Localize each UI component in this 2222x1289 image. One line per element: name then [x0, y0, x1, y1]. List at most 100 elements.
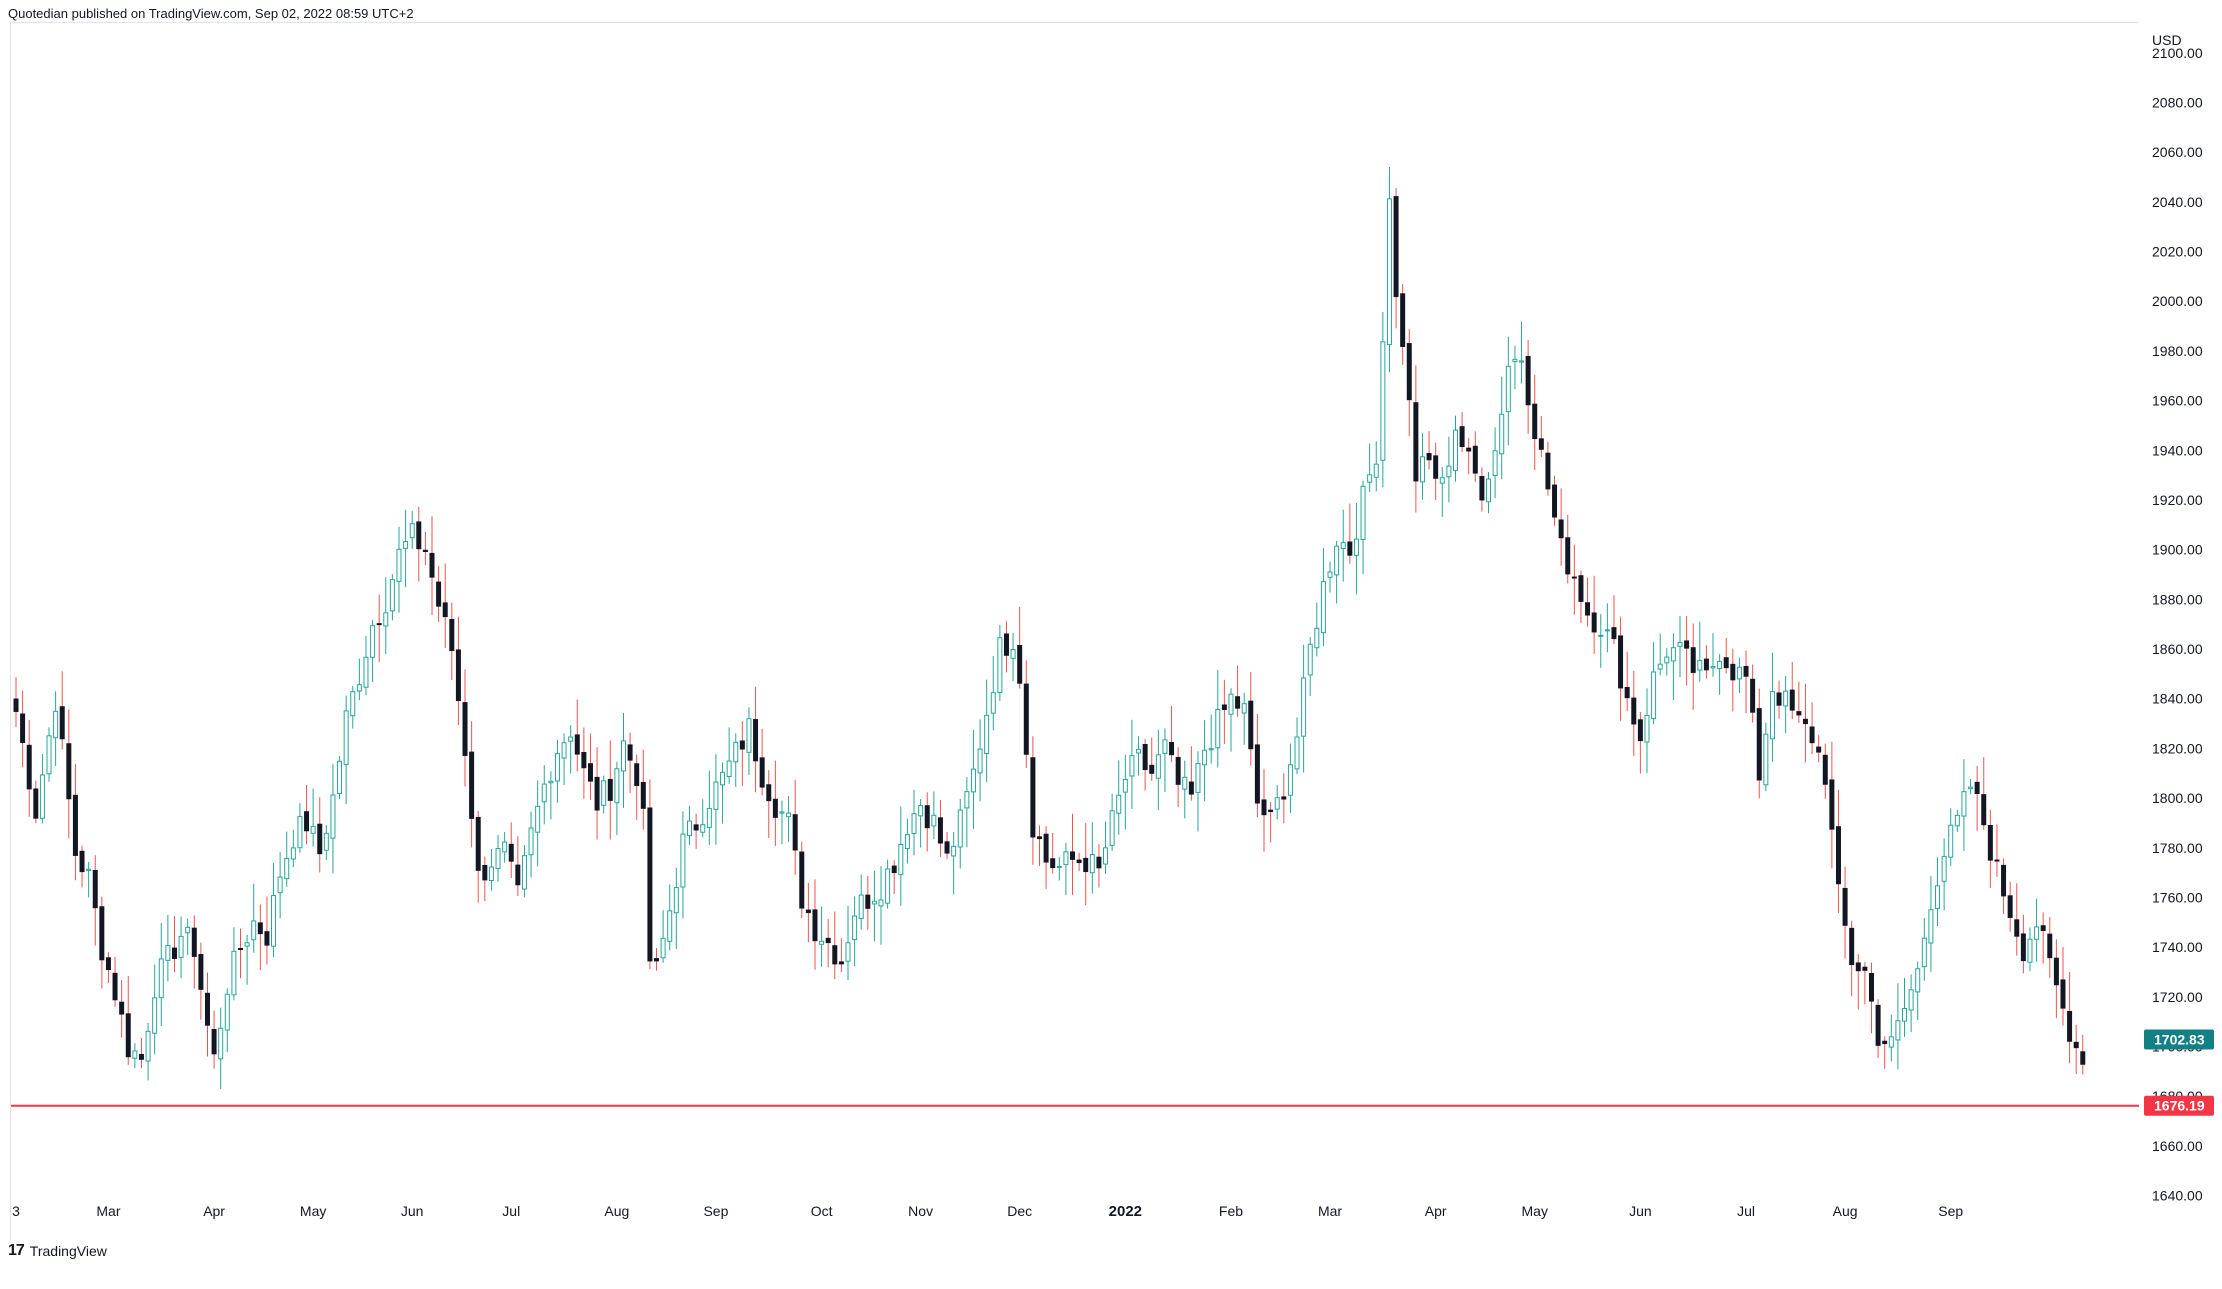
candle-body [825, 937, 831, 944]
candle-body [396, 548, 402, 582]
candle-body [521, 855, 527, 890]
candle-body [1307, 643, 1313, 676]
y-tick-label: 2040.00 [2152, 194, 2203, 210]
candle-body [1538, 438, 1544, 450]
candle-body [191, 927, 197, 957]
candle-body [997, 637, 1003, 694]
candle-body [891, 865, 897, 874]
chart-area[interactable]: 1640.001660.001680.001700.001720.001740.… [10, 22, 2214, 1240]
y-tick-label: 2020.00 [2152, 244, 2203, 260]
candle-body [819, 940, 825, 945]
candle-body [693, 824, 699, 831]
candle-body [442, 602, 448, 618]
candle-body [1598, 634, 1604, 637]
candle-body [904, 834, 910, 849]
candle-body [858, 894, 864, 919]
candle-body [1717, 660, 1723, 670]
x-tick-label: Jun [401, 1203, 424, 1219]
candle-body [1677, 641, 1683, 647]
candle-body [257, 922, 263, 935]
candle-body [1433, 455, 1439, 479]
candle-body [667, 910, 673, 942]
candle-body [746, 718, 752, 753]
candle-body [1070, 851, 1076, 860]
candle-body [1968, 786, 1974, 790]
candle-body [574, 734, 580, 755]
candle-body [1010, 649, 1016, 659]
candle-body [13, 698, 19, 712]
y-tick-label: 1960.00 [2152, 393, 2203, 409]
candle-body [469, 751, 475, 819]
candle-body [898, 843, 904, 876]
x-tick-label: May [300, 1203, 326, 1219]
candle-body [812, 909, 818, 942]
candlestick-chart[interactable]: 1640.001660.001680.001700.001720.001740.… [11, 23, 2222, 1289]
candle-body [799, 851, 805, 909]
candle-body [138, 1053, 144, 1060]
candle-body [165, 945, 171, 961]
candle-body [416, 521, 422, 550]
support-price-tag [2144, 1095, 2214, 1116]
candle-body [224, 993, 230, 1031]
candle-body [1637, 719, 1643, 742]
candle-body [1017, 644, 1023, 684]
candle-body [145, 1030, 151, 1062]
candle-body [1690, 647, 1696, 673]
candle-body [1386, 198, 1392, 345]
y-tick-label: 2000.00 [2152, 293, 2203, 309]
candle-body [1334, 545, 1340, 576]
y-tick-label: 1820.00 [2152, 740, 2203, 756]
candle-body [1585, 602, 1591, 616]
candle-body [1921, 937, 1927, 968]
candle-body [1241, 703, 1247, 714]
candle-body [1868, 973, 1874, 1002]
candle-body [1862, 966, 1868, 971]
candle-body [2040, 925, 2046, 931]
x-tick-label: Nov [908, 1203, 933, 1219]
candle-body [290, 847, 296, 860]
candle-body [125, 1013, 131, 1058]
candle-body [33, 788, 39, 819]
candle-body [1479, 476, 1485, 501]
x-tick-label: Aug [1833, 1203, 1858, 1219]
candle-body [1380, 341, 1386, 461]
candle-body [1783, 690, 1789, 707]
candle-body [984, 714, 990, 755]
candle-body [1730, 663, 1736, 681]
candle-body [2020, 933, 2026, 962]
candle-body [284, 857, 290, 880]
candle-body [1750, 678, 1756, 713]
candle-body [792, 814, 798, 851]
candle-body [1519, 360, 1525, 363]
candle-body [1908, 989, 1914, 1011]
x-tick-label: Oct [811, 1203, 833, 1219]
x-tick-label: May [1522, 1203, 1548, 1219]
candle-body [1030, 757, 1036, 838]
candle-body [2027, 938, 2033, 963]
candle-body [1987, 825, 1993, 861]
candle-body [805, 909, 811, 914]
candle-body [462, 702, 468, 756]
candle-body [389, 579, 395, 612]
candle-body [832, 945, 838, 965]
x-tick-label: Feb [1219, 1203, 1243, 1219]
candle-body [429, 552, 435, 578]
candle-body [1109, 810, 1115, 846]
candle-body [2053, 957, 2059, 986]
tradingview-logo-icon: 17 [8, 1242, 25, 1259]
candle-body [1631, 697, 1637, 725]
x-tick-label: Mar [96, 1203, 120, 1219]
candle-body [1974, 781, 1980, 794]
candle-body [356, 684, 362, 692]
y-tick-label: 1840.00 [2152, 691, 2203, 707]
candle-body [1835, 826, 1841, 885]
candle-body [39, 774, 45, 819]
footer-brand[interactable]: 17 TradingView [8, 1242, 107, 1260]
candle-body [488, 866, 494, 881]
candle-body [845, 942, 851, 962]
candle-body [1657, 663, 1663, 670]
candle-body [1301, 677, 1307, 737]
candle-body [878, 899, 884, 907]
candle-body [1875, 1004, 1881, 1046]
candle-body [1789, 689, 1795, 711]
